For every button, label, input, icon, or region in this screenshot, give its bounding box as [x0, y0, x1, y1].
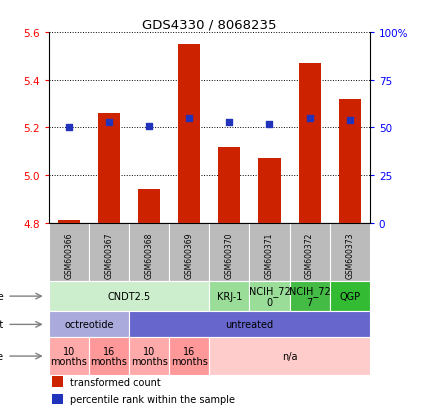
Bar	[258, 159, 280, 223]
FancyBboxPatch shape	[289, 281, 330, 312]
Text: CNDT2.5: CNDT2.5	[108, 292, 150, 301]
Bar	[138, 190, 160, 223]
Text: GSM600366: GSM600366	[65, 232, 74, 278]
Text: 10
months: 10 months	[51, 346, 88, 367]
Text: time: time	[0, 351, 4, 361]
Text: GSM600367: GSM600367	[105, 232, 113, 278]
Bar	[58, 221, 80, 223]
Text: untreated: untreated	[225, 320, 273, 330]
Bar	[98, 114, 120, 223]
Text: GSM600369: GSM600369	[185, 232, 194, 278]
Text: GSM600370: GSM600370	[225, 232, 234, 278]
FancyBboxPatch shape	[129, 312, 370, 337]
Bar	[339, 100, 361, 223]
Point	[106, 119, 113, 126]
Text: GSM600372: GSM600372	[305, 232, 314, 278]
Text: 16
months: 16 months	[91, 346, 127, 367]
Point	[186, 115, 193, 122]
FancyBboxPatch shape	[49, 223, 89, 281]
FancyBboxPatch shape	[330, 281, 370, 312]
Point	[226, 119, 233, 126]
Point	[146, 123, 153, 130]
Text: GSM600368: GSM600368	[144, 232, 154, 278]
Text: agent: agent	[0, 320, 4, 330]
FancyBboxPatch shape	[49, 337, 89, 375]
FancyBboxPatch shape	[209, 281, 249, 312]
FancyBboxPatch shape	[169, 223, 209, 281]
FancyBboxPatch shape	[289, 223, 330, 281]
Title: GDS4330 / 8068235: GDS4330 / 8068235	[142, 19, 277, 32]
Text: cell line: cell line	[0, 292, 4, 301]
Bar	[218, 147, 241, 223]
Text: KRJ-1: KRJ-1	[217, 292, 242, 301]
FancyBboxPatch shape	[89, 223, 129, 281]
Text: 16
months: 16 months	[171, 346, 208, 367]
Text: percentile rank within the sample: percentile rank within the sample	[70, 394, 235, 404]
Bar	[52, 377, 63, 387]
Text: n/a: n/a	[282, 351, 297, 361]
FancyBboxPatch shape	[249, 223, 289, 281]
Text: QGP: QGP	[339, 292, 360, 301]
Bar	[178, 45, 200, 223]
Text: GSM600373: GSM600373	[345, 232, 354, 278]
Text: octreotide: octreotide	[64, 320, 114, 330]
Text: GSM600371: GSM600371	[265, 232, 274, 278]
FancyBboxPatch shape	[49, 281, 209, 312]
Point	[266, 121, 273, 128]
FancyBboxPatch shape	[330, 223, 370, 281]
Bar	[52, 394, 63, 404]
Point	[65, 125, 72, 131]
FancyBboxPatch shape	[209, 337, 370, 375]
Point	[306, 115, 313, 122]
Text: NCIH_72
0: NCIH_72 0	[249, 285, 290, 307]
Text: NCIH_72
7: NCIH_72 7	[289, 285, 331, 307]
Bar	[298, 64, 320, 223]
Text: transformed count: transformed count	[70, 377, 161, 387]
FancyBboxPatch shape	[129, 337, 169, 375]
FancyBboxPatch shape	[89, 337, 129, 375]
FancyBboxPatch shape	[209, 223, 249, 281]
Point	[346, 117, 353, 124]
FancyBboxPatch shape	[49, 312, 129, 337]
Text: 10
months: 10 months	[131, 346, 167, 367]
FancyBboxPatch shape	[249, 281, 289, 312]
FancyBboxPatch shape	[169, 337, 209, 375]
FancyBboxPatch shape	[129, 223, 169, 281]
